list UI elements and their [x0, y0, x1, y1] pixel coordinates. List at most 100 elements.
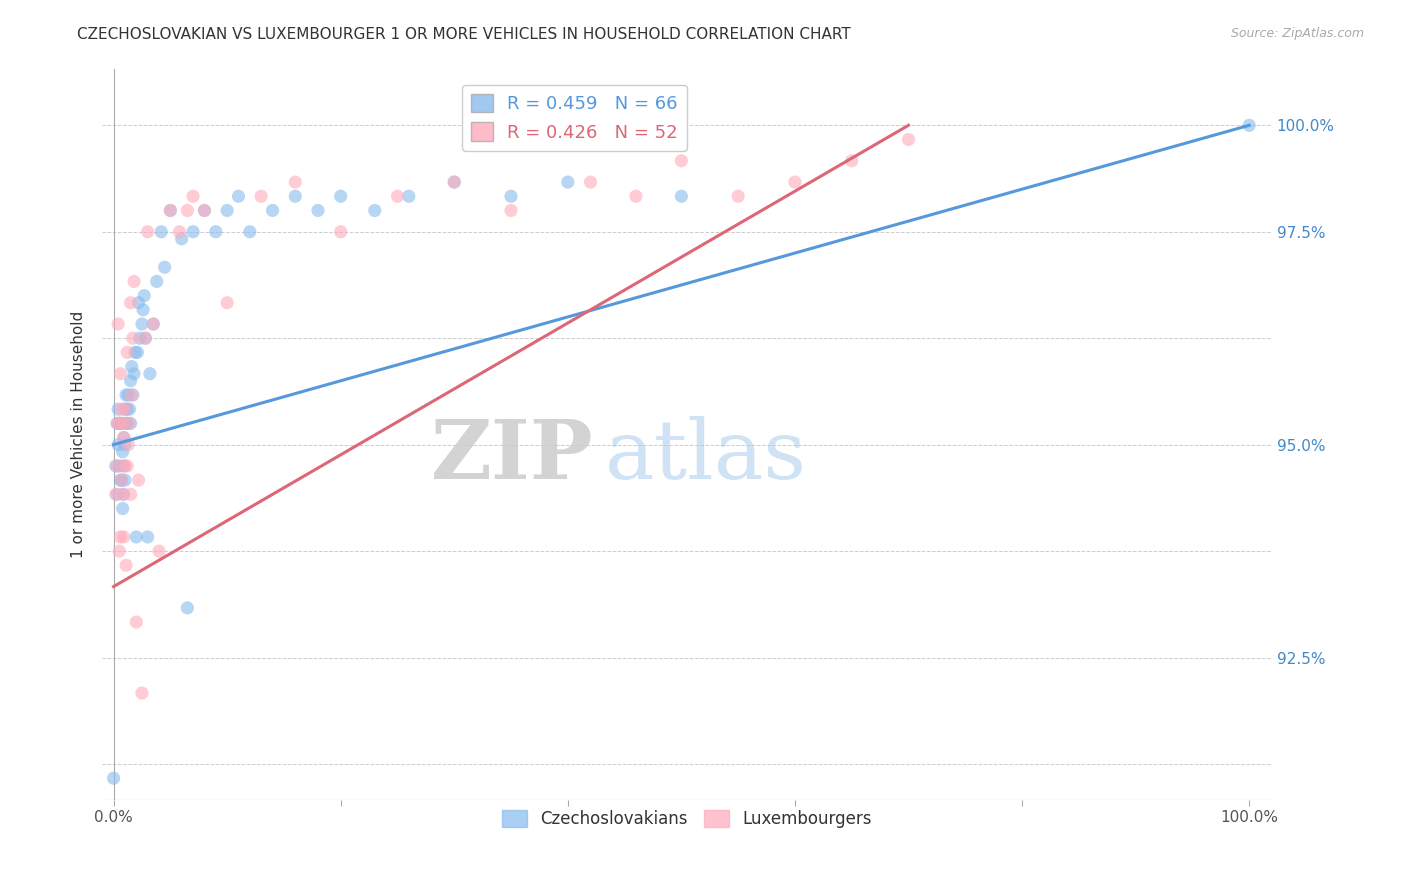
- Point: [128, 473, 150, 487]
- Point: [193, 203, 215, 218]
- Point: [112, 487, 135, 501]
- Point: [118, 417, 141, 431]
- Point: [284, 189, 307, 203]
- Point: [122, 367, 145, 381]
- Y-axis label: 1 or more Vehicles in Household: 1 or more Vehicles in Household: [72, 310, 86, 558]
- Point: [120, 295, 142, 310]
- Point: [228, 189, 250, 203]
- Point: [108, 417, 131, 431]
- Point: [107, 438, 129, 452]
- Point: [128, 331, 150, 345]
- Point: [120, 374, 142, 388]
- Point: [105, 417, 128, 431]
- Point: [204, 225, 226, 239]
- Point: [387, 189, 409, 203]
- Point: [110, 473, 132, 487]
- Point: [217, 203, 239, 218]
- Point: [104, 487, 127, 501]
- Point: [841, 153, 863, 168]
- Point: [122, 388, 145, 402]
- Point: [124, 345, 146, 359]
- Point: [897, 132, 920, 146]
- Point: [115, 388, 138, 402]
- Point: [108, 458, 131, 473]
- Point: [121, 359, 143, 374]
- Point: [125, 615, 148, 629]
- Point: [176, 203, 198, 218]
- Point: [115, 417, 138, 431]
- Point: [110, 417, 132, 431]
- Point: [112, 431, 135, 445]
- Point: [111, 501, 134, 516]
- Point: [118, 402, 141, 417]
- Point: [110, 417, 132, 431]
- Point: [117, 438, 139, 452]
- Point: [120, 487, 142, 501]
- Point: [131, 686, 153, 700]
- Point: [783, 175, 806, 189]
- Text: Source: ZipAtlas.com: Source: ZipAtlas.com: [1230, 27, 1364, 40]
- Point: [136, 225, 159, 239]
- Point: [134, 331, 156, 345]
- Point: [284, 175, 307, 189]
- Point: [170, 232, 193, 246]
- Point: [128, 295, 150, 310]
- Point: [159, 203, 181, 218]
- Point: [114, 458, 136, 473]
- Point: [145, 275, 167, 289]
- Point: [104, 458, 127, 473]
- Point: [115, 558, 138, 573]
- Point: [671, 153, 693, 168]
- Point: [579, 175, 602, 189]
- Point: [112, 530, 135, 544]
- Point: [142, 317, 165, 331]
- Point: [217, 295, 239, 310]
- Point: [111, 444, 134, 458]
- Text: ZIP: ZIP: [430, 416, 593, 496]
- Point: [115, 402, 138, 417]
- Point: [364, 203, 387, 218]
- Point: [134, 288, 156, 302]
- Point: [115, 345, 138, 359]
- Point: [107, 317, 129, 331]
- Point: [110, 367, 132, 381]
- Point: [127, 345, 149, 359]
- Point: [110, 473, 132, 487]
- Point: [134, 331, 156, 345]
- Point: [103, 771, 125, 785]
- Point: [499, 189, 522, 203]
- Point: [624, 189, 647, 203]
- Point: [112, 431, 135, 445]
- Point: [122, 275, 145, 289]
- Point: [153, 260, 176, 275]
- Point: [105, 458, 128, 473]
- Point: [142, 317, 165, 331]
- Point: [150, 225, 173, 239]
- Point: [107, 402, 129, 417]
- Point: [307, 203, 329, 218]
- Text: CZECHOSLOVAKIAN VS LUXEMBOURGER 1 OR MORE VEHICLES IN HOUSEHOLD CORRELATION CHAR: CZECHOSLOVAKIAN VS LUXEMBOURGER 1 OR MOR…: [77, 27, 851, 42]
- Text: atlas: atlas: [605, 416, 807, 496]
- Point: [108, 417, 131, 431]
- Point: [112, 458, 135, 473]
- Point: [727, 189, 749, 203]
- Point: [132, 302, 155, 317]
- Point: [114, 402, 136, 417]
- Point: [117, 388, 139, 402]
- Point: [169, 225, 191, 239]
- Point: [110, 530, 132, 544]
- Point: [114, 402, 136, 417]
- Point: [148, 544, 170, 558]
- Point: [1237, 118, 1260, 132]
- Point: [105, 487, 128, 501]
- Point: [120, 417, 142, 431]
- Point: [115, 417, 138, 431]
- Point: [239, 225, 262, 239]
- Point: [125, 530, 148, 544]
- Point: [671, 189, 693, 203]
- Point: [110, 473, 132, 487]
- Point: [122, 331, 145, 345]
- Point: [398, 189, 420, 203]
- Legend: Czechoslovakians, Luxembourgers: Czechoslovakians, Luxembourgers: [495, 804, 879, 835]
- Point: [136, 530, 159, 544]
